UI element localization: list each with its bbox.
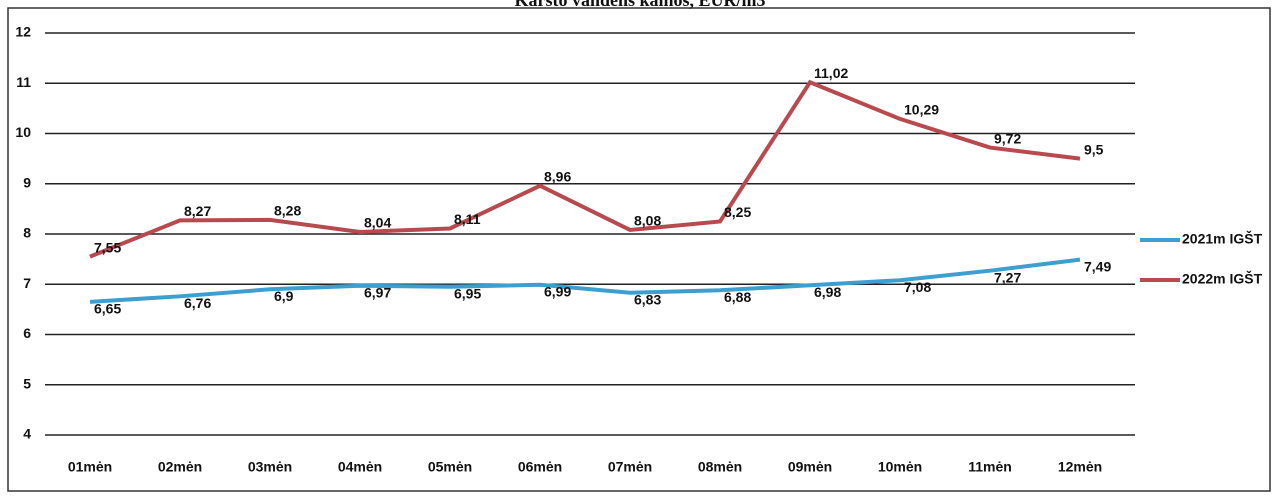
data-label: 7,08: [904, 279, 931, 295]
data-label: 6,99: [544, 283, 571, 299]
x-tick-label: 01mėn: [68, 459, 112, 475]
x-tick-label: 08mėn: [698, 459, 742, 475]
data-label: 6,95: [454, 285, 481, 301]
legend-label: 2021m IGŠT: [1182, 230, 1263, 247]
y-tick-label: 9: [23, 174, 31, 190]
data-label: 6,9: [274, 288, 294, 304]
x-tick-label: 10mėn: [878, 459, 922, 475]
chart-border: [7, 7, 1271, 492]
data-label: 7,55: [94, 239, 121, 255]
data-label: 8,28: [274, 203, 301, 219]
x-tick-label: 06mėn: [518, 459, 562, 475]
y-tick-label: 7: [23, 275, 31, 291]
y-tick-label: 4: [23, 426, 31, 442]
x-tick-label: 12mėn: [1058, 459, 1102, 475]
y-tick-label: 12: [15, 24, 31, 40]
data-label: 6,98: [814, 284, 841, 300]
data-label: 7,49: [1084, 258, 1111, 274]
data-label: 8,04: [364, 215, 391, 231]
series-line: [89, 257, 1081, 304]
x-tick-label: 04mėn: [338, 459, 382, 475]
data-label: 8,08: [634, 213, 661, 229]
data-label: 7,27: [994, 269, 1021, 285]
chart-title: Karšto vandens kainos, EUR/m3: [514, 0, 765, 10]
data-label: 8,27: [184, 203, 211, 219]
x-tick-label: 03mėn: [248, 459, 292, 475]
data-label: 6,97: [364, 284, 391, 300]
data-label: 6,65: [94, 301, 121, 317]
data-label: 6,88: [724, 289, 751, 305]
data-label: 11,02: [814, 65, 848, 81]
data-label: 10,29: [904, 102, 939, 118]
data-label: 9,72: [994, 130, 1021, 146]
x-tick-label: 07mėn: [608, 459, 652, 475]
y-tick-label: 5: [23, 375, 31, 391]
data-label: 6,83: [634, 291, 661, 307]
data-label: 6,76: [184, 295, 211, 311]
data-label: 8,11: [454, 211, 481, 227]
y-tick-label: 11: [16, 74, 31, 90]
y-tick-label: 6: [23, 325, 31, 341]
legend-label: 2022m IGŠT: [1182, 270, 1263, 287]
x-tick-label: 09mėn: [788, 459, 832, 475]
x-tick-label: 02mėn: [158, 459, 202, 475]
data-label: 9,5: [1084, 141, 1104, 157]
y-tick-label: 8: [23, 225, 31, 241]
series-line: [89, 79, 1081, 259]
data-label: 8,96: [544, 168, 571, 184]
y-tick-label: 10: [15, 124, 31, 140]
x-tick-label: 11mėn: [968, 459, 1012, 475]
data-label: 8,25: [724, 204, 751, 220]
x-tick-label: 05mėn: [428, 459, 472, 475]
